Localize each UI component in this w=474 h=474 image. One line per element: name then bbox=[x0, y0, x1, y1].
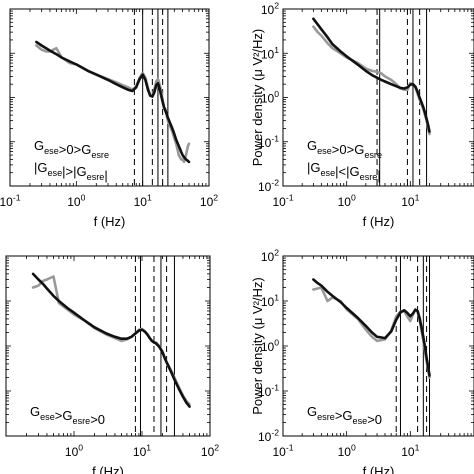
y-tick-label: 101 bbox=[261, 293, 279, 309]
y-tick-label: 102 bbox=[261, 248, 279, 264]
x-tick-label: 10-1 bbox=[272, 193, 293, 209]
annotation-text: Gese>Gesre>0 bbox=[30, 404, 105, 427]
panel-top-left: 10-1 100 101 102 f (Hz) Gese>0>Gesre|Gese|>|G… bbox=[0, 8, 218, 229]
y-tick-label: 10-2 bbox=[258, 178, 279, 194]
series-line-model bbox=[312, 278, 431, 377]
x-tick-label: 101 bbox=[134, 193, 152, 209]
series-line-model bbox=[312, 17, 431, 133]
y-axis-label: Power density (μ V²/Hz) bbox=[250, 29, 265, 167]
annotation-text: Gese>0>Gesre bbox=[307, 138, 382, 160]
y-tick-label: 102 bbox=[261, 1, 279, 17]
x-tick-label: 101 bbox=[401, 443, 419, 459]
y-tick-label: 101 bbox=[261, 45, 279, 61]
series-line-model bbox=[31, 272, 191, 408]
annotation-text: Gese>0>Gesre bbox=[34, 138, 109, 160]
annotation-text: |Gese|<|Gesre| bbox=[307, 160, 381, 183]
x-axis-label: f (Hz) bbox=[363, 214, 395, 229]
y-tick-label: 10-1 bbox=[258, 383, 279, 399]
x-tick-label: 100 bbox=[338, 443, 356, 459]
y-axis-label: Power density (μ V²/Hz) bbox=[250, 277, 265, 415]
x-axis-label: f (Hz) bbox=[92, 464, 124, 474]
panel-bottom-left: 100 101 102 f (Hz) Gese>Gesre>0 bbox=[5, 255, 219, 474]
x-axis-label: f (Hz) bbox=[363, 464, 395, 474]
x-tick-label: 100 bbox=[65, 443, 83, 459]
series-line-measured bbox=[31, 275, 191, 406]
x-axis-label: f (Hz) bbox=[94, 214, 126, 229]
x-tick-label: 100 bbox=[338, 193, 356, 209]
y-tick-label: 10-1 bbox=[258, 133, 279, 149]
plot-area bbox=[35, 9, 191, 186]
x-tick-label: 102 bbox=[200, 193, 218, 209]
y-tick-label: 100 bbox=[261, 89, 279, 105]
annotation-text: Gesre>Gese>0 bbox=[307, 404, 382, 427]
series-line-model bbox=[35, 40, 191, 164]
x-tick-label: 101 bbox=[133, 443, 151, 459]
x-tick-label: 10-1 bbox=[272, 443, 293, 459]
plot-area bbox=[312, 9, 431, 186]
x-tick-label: 102 bbox=[201, 443, 219, 459]
annotation-text: |Gese|>|Gesre| bbox=[34, 160, 108, 183]
x-tick-label: 100 bbox=[67, 193, 85, 209]
x-tick-label: 10-1 bbox=[0, 193, 21, 209]
y-tick-label: 10-2 bbox=[258, 428, 279, 444]
x-tick-label: 101 bbox=[401, 193, 419, 209]
plot-area bbox=[312, 256, 431, 436]
plot-area bbox=[31, 256, 191, 436]
y-tick-label: 100 bbox=[261, 338, 279, 354]
